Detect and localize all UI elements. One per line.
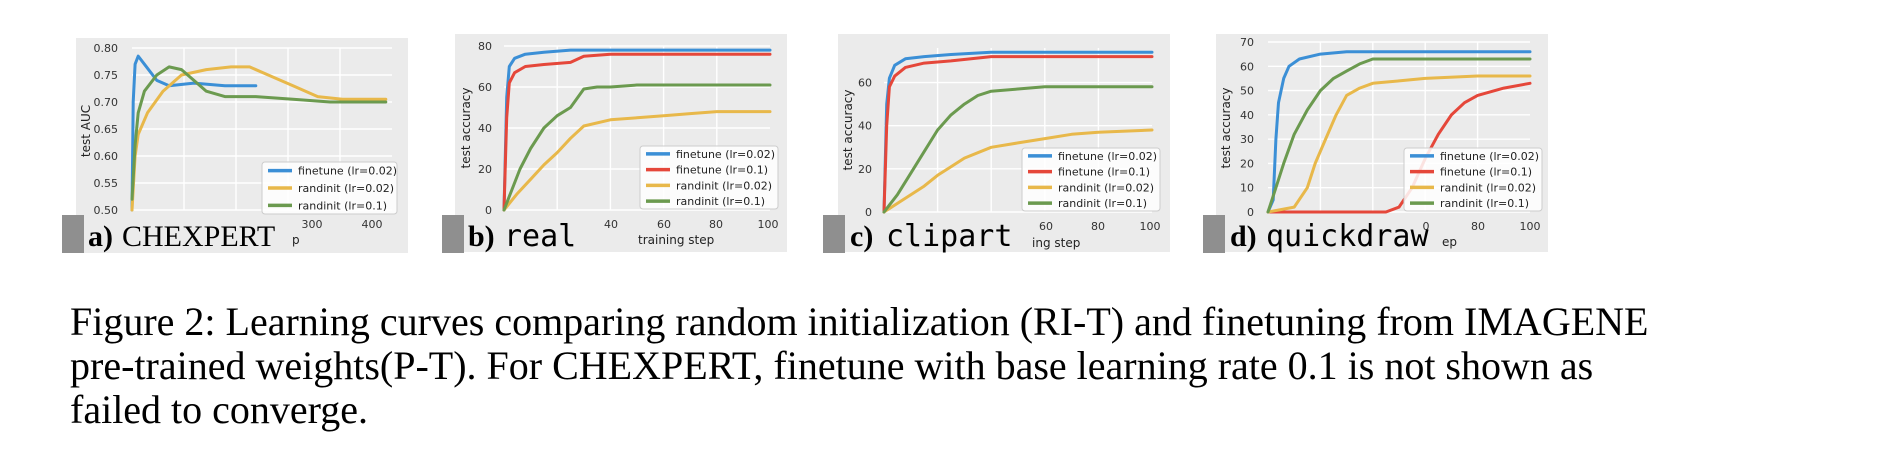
panel-quickdraw: 0 10 20 30 40 50 60 70 0 80 100 test accuracy finetu… [1203,34,1548,254]
legend-entry: finetune (lr=0.1) [676,164,768,177]
y-tick-label: 40 [858,120,872,133]
legend-box [639,145,779,210]
legend-box [261,161,398,215]
legend-entry: finetune (lr=0.02) [1440,150,1539,163]
caption-line-1: Figure 2: Learning curves comparing rand… [70,300,1649,344]
x-tick-label: 300 [302,218,323,231]
panel-letter: b) [468,220,495,253]
series-line-randinit-002 [1266,74,1532,214]
panel-tag-block [1203,215,1225,253]
series-line-randinit-01 [502,83,772,212]
panel-name: CHEXPERT [122,220,275,253]
y-axis-label: test accuracy [459,88,473,169]
series-line-randinit-002 [882,128,1154,214]
x-tick-label: 40 [604,218,618,231]
y-tick-label: 40 [1240,109,1254,122]
y-tick-label: 50 [1240,85,1254,98]
legend-entry: randinit (lr=0.02) [298,182,394,195]
y-tick-label: 0.80 [94,42,119,55]
y-tick-label: 10 [1240,182,1254,195]
legend-entry: finetune (lr=0.02) [676,148,775,161]
panel-real: 0 20 40 60 80 40 60 80 100 test accuracy finetune … [442,34,787,254]
x-tick-label: 100 [758,218,779,231]
x-axis-label: training step [638,233,714,247]
series-line-finetune-002 [1266,50,1532,214]
x-tick-label: 100 [1520,220,1541,233]
series-line-finetune-01 [1266,81,1532,214]
y-tick-label: 60 [858,77,872,90]
y-tick-label: 60 [1240,60,1254,73]
legend-entry: randinit (lr=0.1) [1058,197,1147,210]
y-axis-label: test accuracy [1219,88,1233,169]
legend-entry: finetune (lr=0.1) [1058,166,1150,179]
y-tick-label: 0 [865,206,872,219]
legend-entry: randinit (lr=0.1) [298,199,387,212]
y-tick-label: 0.55 [94,177,119,190]
y-tick-label: 0.60 [94,150,119,163]
legend-entry: finetune (lr=0.1) [1440,166,1532,179]
y-tick-label: 40 [478,122,492,135]
x-tick-label: 80 [1091,220,1105,233]
y-tick-label: 80 [478,40,492,53]
y-tick-label: 70 [1240,36,1254,49]
x-tick-label: 60 [1039,220,1053,233]
y-tick-label: 0.70 [94,96,119,109]
y-tick-label: 20 [1240,157,1254,170]
x-axis-label: p [292,233,300,247]
panel-chexpert: 0.50 0.55 0.60 0.65 0.70 0.75 0.80 300 400 test A… [62,38,408,253]
y-axis-label: test AUC [79,105,93,157]
legend-box [1021,147,1161,212]
x-axis-label: ep [1442,235,1457,249]
x-tick-label: 100 [1140,220,1161,233]
panel-tag-block [62,215,84,253]
x-tick-label: 60 [657,218,671,231]
y-tick-label: 30 [1240,133,1254,146]
y-tick-label: 0 [1247,206,1254,219]
series-line-randinit-01 [1266,57,1532,214]
series-line-randinit-002 [502,110,772,212]
legend-entry: randinit (lr=0.02) [676,179,772,192]
legend-entry: randinit (lr=0.1) [1440,197,1529,210]
series-line-randinit-01 [882,85,1154,214]
series-line-randinit-01 [130,65,388,201]
x-tick-label: 80 [1471,220,1485,233]
legend-entry: finetune (lr=0.02) [1058,150,1157,163]
legend-entry: finetune (lr=0.02) [298,165,397,178]
panel-name: clipart [886,219,1012,254]
y-tick-label: 20 [478,163,492,176]
panel-letter: c) [850,220,873,253]
y-tick-label: 0.50 [94,204,119,217]
caption-line-3: failed to converge. [70,387,369,432]
panel-background [1216,34,1548,252]
x-tick-label: 400 [362,218,383,231]
y-axis-label: test accuracy [841,90,855,171]
legend-entry: randinit (lr=0.02) [1440,181,1536,194]
legend-box [1403,147,1543,212]
panel-letter: d) [1230,220,1257,253]
x-tick-label: 0 [1423,220,1430,233]
caption-line-2: pre-trained weights(P-T). For CHEXPERT, … [70,343,1594,388]
y-tick-label: 20 [858,163,872,176]
x-axis-label: ing step [1032,236,1080,250]
y-tick-label: 0 [485,204,492,217]
panel-name: real [504,219,576,254]
series-line-randinit-002 [130,65,388,212]
series-line-finetune-002 [130,54,258,212]
series-line-finetune-002 [502,48,772,212]
panel-clipart: 0 20 40 60 60 80 100 test accuracy finetune (lr=… [823,34,1170,254]
legend-entry: randinit (lr=0.1) [676,195,765,208]
y-tick-label: 0.75 [94,69,119,82]
y-tick-label: 0.65 [94,123,119,136]
legend-entry: randinit (lr=0.02) [1058,181,1154,194]
series-line-finetune-01 [882,55,1154,214]
panel-tag-block [442,215,464,253]
x-tick-label: 80 [709,218,723,231]
panel-tag-block [823,215,845,253]
figure-caption: Figure 2: Learning curves comparing rand… [70,300,1890,432]
panel-letter: a) [88,220,113,253]
panel-name: quickdraw [1266,219,1429,254]
y-tick-label: 60 [478,81,492,94]
series-line-finetune-01 [502,52,772,212]
